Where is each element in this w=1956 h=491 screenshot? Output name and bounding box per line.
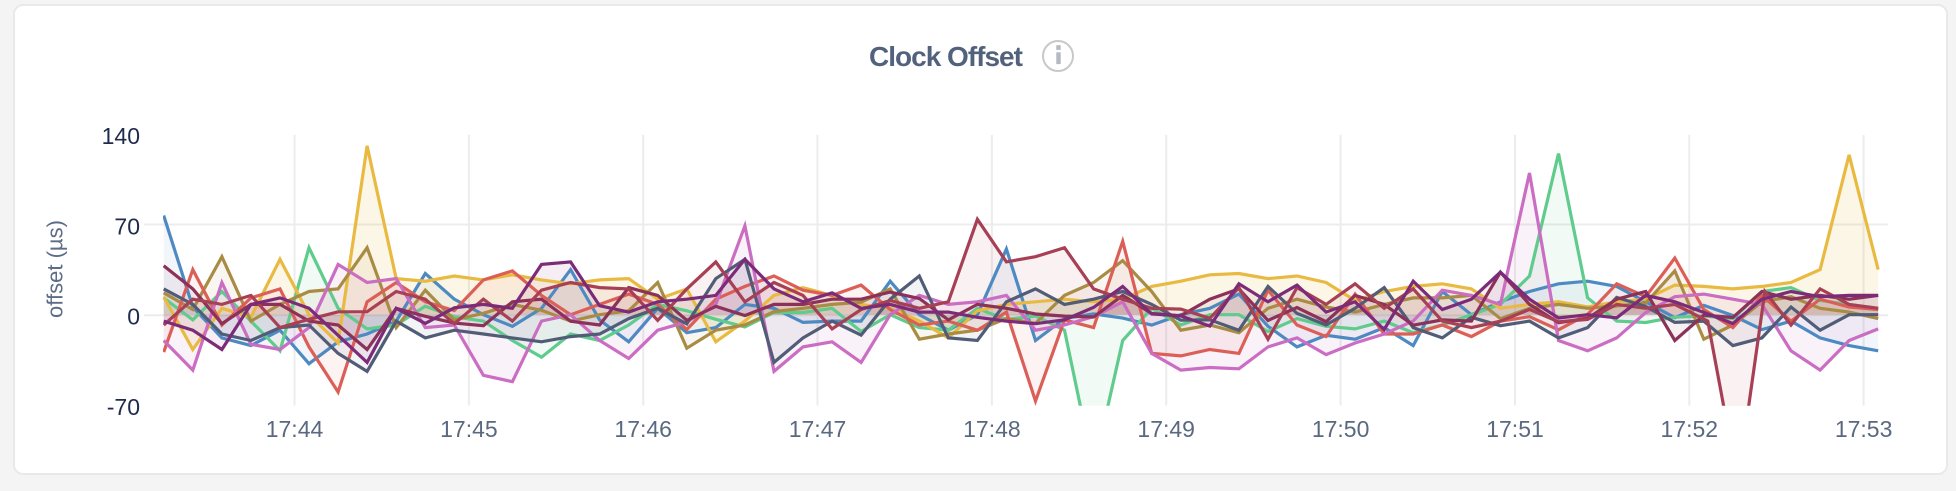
svg-text:140: 140 — [102, 123, 140, 149]
svg-text:17:46: 17:46 — [614, 416, 672, 442]
svg-text:17:49: 17:49 — [1137, 416, 1195, 442]
svg-text:17:51: 17:51 — [1486, 416, 1544, 442]
svg-text:17:47: 17:47 — [789, 416, 847, 442]
svg-text:17:44: 17:44 — [266, 416, 324, 442]
svg-text:17:45: 17:45 — [440, 416, 498, 442]
svg-text:-70: -70 — [107, 394, 140, 420]
svg-text:17:48: 17:48 — [963, 416, 1021, 442]
svg-text:offset (µs): offset (µs) — [43, 220, 68, 318]
svg-text:0: 0 — [127, 304, 140, 330]
svg-text:17:50: 17:50 — [1312, 416, 1370, 442]
svg-text:17:52: 17:52 — [1661, 416, 1719, 442]
svg-text:70: 70 — [114, 214, 140, 240]
svg-text:17:53: 17:53 — [1835, 416, 1893, 442]
